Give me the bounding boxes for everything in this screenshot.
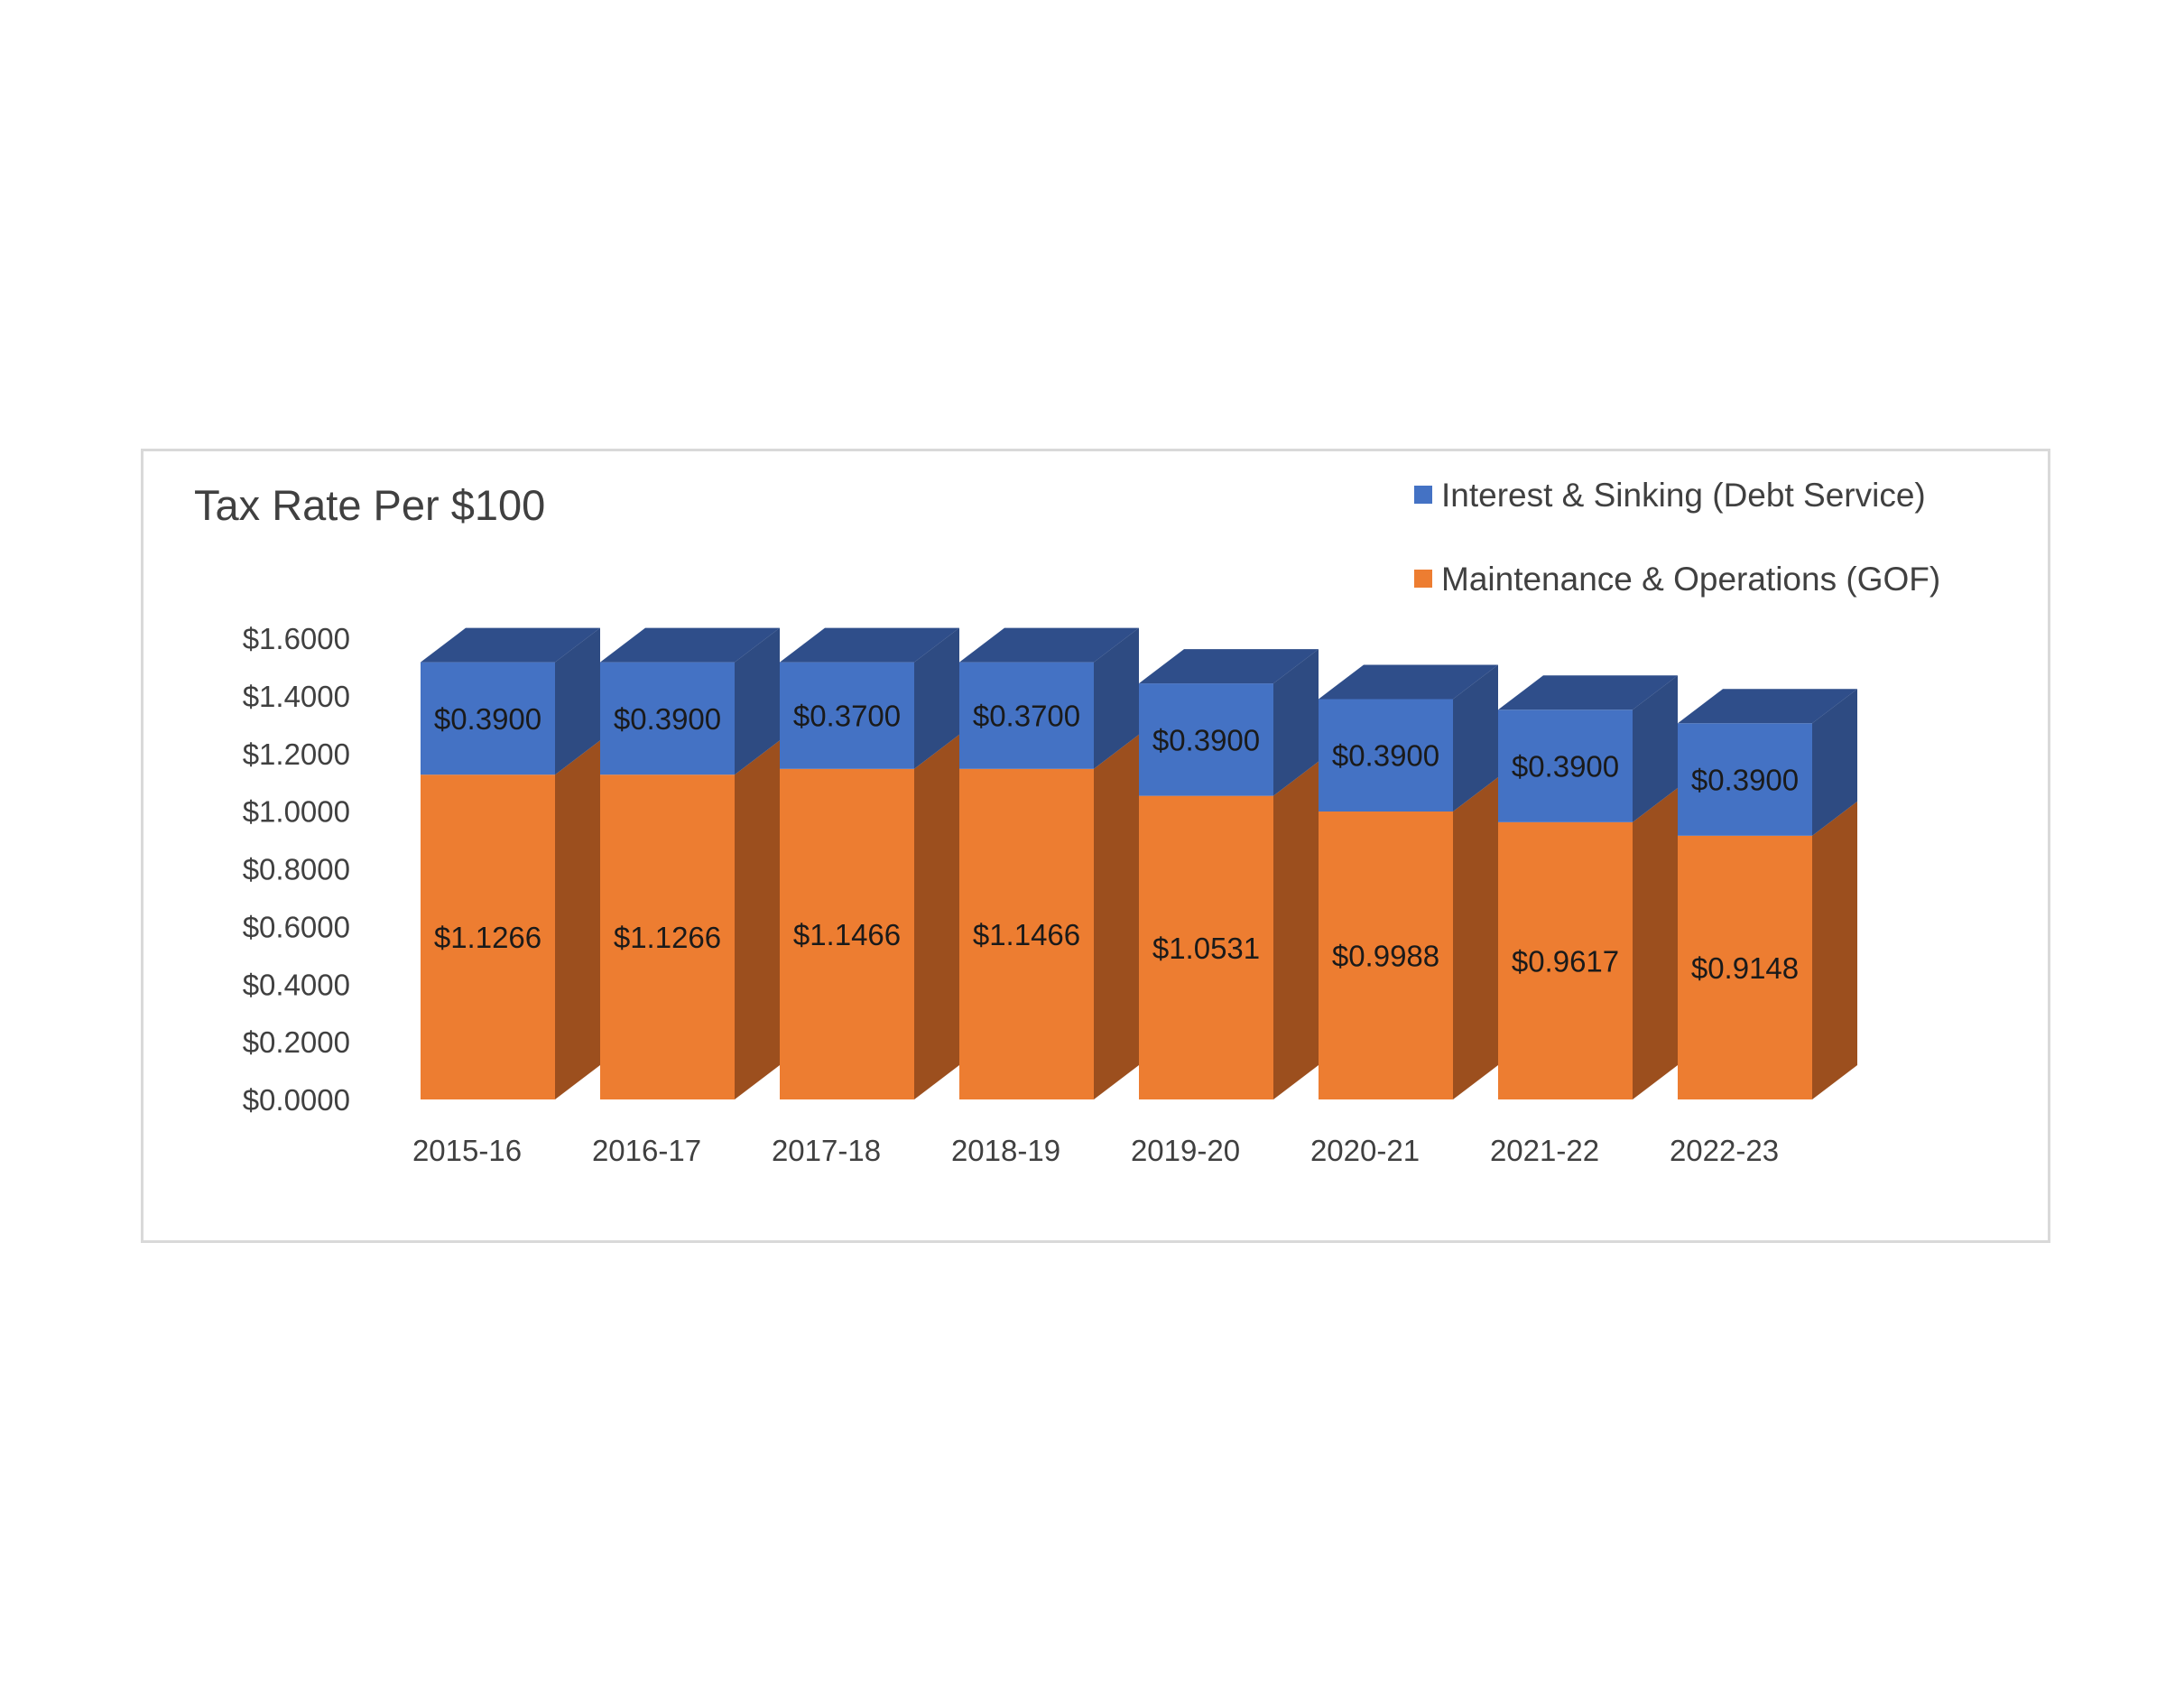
bar-segment-interest-sinking-side	[555, 627, 600, 775]
y-tick-label: $1.6000	[243, 622, 350, 655]
bar-segment-maintenance-operations	[600, 774, 735, 1099]
bar-top-face	[780, 627, 959, 663]
bar-top-face	[1319, 664, 1498, 700]
data-label-interest-sinking: $0.3900	[1691, 764, 1799, 797]
bar-segment-interest-sinking	[1319, 699, 1453, 812]
bar-top-face	[1139, 649, 1319, 684]
x-tick-label: 2015-16	[412, 1134, 522, 1167]
bar-segment-interest-sinking-side	[735, 627, 780, 775]
bar-segment-maintenance-operations-side	[1273, 761, 1319, 1099]
bar-segment-maintenance-operations-side	[914, 734, 959, 1099]
x-tick-label: 2022-23	[1670, 1134, 1779, 1167]
x-tick-label: 2018-19	[951, 1134, 1060, 1167]
bar-segment-interest-sinking	[1498, 710, 1633, 822]
data-label-interest-sinking: $0.3900	[1512, 750, 1619, 784]
y-tick-label: $0.6000	[243, 910, 350, 943]
data-label-maintenance-operations: $0.9148	[1691, 951, 1799, 985]
data-label-maintenance-operations: $0.9988	[1332, 940, 1439, 973]
bar-segment-maintenance-operations-side	[555, 740, 600, 1099]
bar-segment-interest-sinking-side	[1273, 649, 1319, 796]
data-label-interest-sinking: $0.3700	[973, 700, 1080, 733]
data-label-interest-sinking: $0.3900	[1332, 739, 1439, 773]
bar-segment-maintenance-operations-side	[1633, 787, 1678, 1099]
y-tick-label: $1.4000	[243, 680, 350, 713]
bar-segment-interest-sinking	[600, 662, 735, 775]
bar-segment-maintenance-operations	[959, 768, 1094, 1099]
bar-segment-maintenance-operations	[1139, 795, 1273, 1099]
bar-segment-maintenance-operations-side	[1094, 734, 1139, 1099]
data-label-interest-sinking: $0.3700	[793, 700, 901, 733]
bar-top-face	[600, 627, 780, 663]
data-label-interest-sinking: $0.3900	[1152, 723, 1260, 756]
bar-segment-maintenance-operations-side	[1453, 777, 1498, 1099]
data-label-maintenance-operations: $1.1266	[434, 921, 541, 954]
data-labels: $1.1266 $0.3900 $1.1266 $0.3900 $1.1466 $0.37…	[434, 700, 1799, 985]
y-axis: $0.0000 $0.2000 $0.4000 $0.6000 $0.8000 $1.00…	[243, 622, 350, 1117]
legend: Interest & Sinking (Debt Service) Mainte…	[1414, 477, 1940, 598]
x-tick-label: 2017-18	[772, 1134, 881, 1167]
bar-segment-interest-sinking-side	[1453, 664, 1498, 812]
legend-label-maintenance-operations: Maintenance & Operations (GOF)	[1441, 561, 1940, 598]
x-tick-label: 2021-22	[1490, 1134, 1599, 1167]
bars	[421, 627, 1857, 1099]
bar-segment-maintenance-operations-side	[735, 740, 780, 1099]
y-tick-label: $0.4000	[243, 968, 350, 1001]
bar-segment-interest-sinking	[780, 662, 914, 769]
bar-segment-maintenance-operations	[1678, 835, 1812, 1099]
bar-top-face	[1678, 689, 1857, 724]
chart-title: Tax Rate Per $100	[194, 481, 545, 529]
x-axis: 2015-16 2016-17 2017-18 2018-19 2019-20 2020-…	[412, 1134, 1779, 1167]
data-label-interest-sinking: $0.3900	[614, 702, 721, 736]
bar-segment-interest-sinking-side	[1633, 675, 1678, 822]
legend-swatch-maintenance-operations	[1414, 570, 1432, 588]
data-label-maintenance-operations: $1.1266	[614, 921, 721, 954]
legend-label-interest-sinking: Interest & Sinking (Debt Service)	[1441, 477, 1926, 514]
legend-swatch-interest-sinking	[1414, 486, 1432, 504]
y-tick-label: $0.8000	[243, 853, 350, 886]
x-tick-label: 2016-17	[592, 1134, 701, 1167]
bar-segment-interest-sinking	[421, 662, 555, 775]
bar-segment-interest-sinking-side	[1094, 627, 1139, 769]
x-tick-label: 2019-20	[1131, 1134, 1240, 1167]
data-label-maintenance-operations: $0.9617	[1512, 944, 1619, 978]
bar-segment-maintenance-operations-side	[1812, 801, 1857, 1099]
bar-top-face	[959, 627, 1139, 663]
bar-top-face	[1498, 675, 1678, 710]
bar-segment-interest-sinking	[1678, 723, 1812, 836]
y-tick-label: $0.0000	[243, 1083, 350, 1117]
bar-segment-maintenance-operations	[421, 774, 555, 1099]
bar-segment-maintenance-operations	[1319, 812, 1453, 1099]
x-tick-label: 2020-21	[1310, 1134, 1420, 1167]
data-label-maintenance-operations: $1.0531	[1152, 932, 1260, 965]
bar-segment-interest-sinking-side	[914, 627, 959, 769]
bar-segment-maintenance-operations	[1498, 821, 1633, 1099]
bar-segment-interest-sinking	[959, 662, 1094, 769]
y-tick-label: $1.0000	[243, 795, 350, 829]
data-label-interest-sinking: $0.3900	[434, 702, 541, 736]
bar-segment-interest-sinking	[1139, 683, 1273, 796]
bar-segment-maintenance-operations	[780, 768, 914, 1099]
data-label-maintenance-operations: $1.1466	[973, 918, 1080, 951]
bar-top-face	[421, 627, 600, 663]
data-label-maintenance-operations: $1.1466	[793, 918, 901, 951]
bar-segment-interest-sinking-side	[1812, 689, 1857, 836]
y-tick-label: $1.2000	[243, 737, 350, 771]
y-tick-label: $0.2000	[243, 1025, 350, 1059]
